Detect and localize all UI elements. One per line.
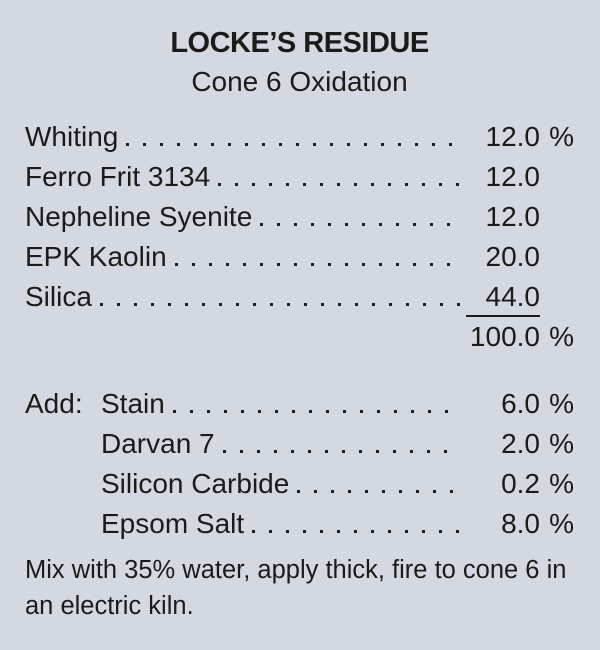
ingredient-value: 0.2 bbox=[501, 468, 540, 499]
total-row: 100.0 % bbox=[25, 317, 574, 357]
addition-row: Epsom Salt 8.0% bbox=[25, 504, 574, 544]
total-spacer bbox=[25, 317, 466, 357]
ingredient-row: Whiting 12.0% bbox=[25, 117, 574, 157]
ingredient-name: EPK Kaolin bbox=[25, 241, 167, 272]
ingredient-value: 2.0 bbox=[501, 428, 540, 459]
ingredient-unit: % bbox=[549, 121, 574, 152]
ingredient-value: 44.0 bbox=[466, 277, 540, 317]
ingredient-name: Silica bbox=[25, 281, 92, 312]
additions-list: Add: Stain 6.0% Darvan 7 2.0% Silicon Carbide… bbox=[25, 384, 574, 544]
ingredient-unit bbox=[540, 237, 574, 277]
ingredient-value: 20.0 bbox=[485, 241, 541, 272]
additions-prefix bbox=[25, 504, 101, 544]
dot-leader bbox=[172, 410, 460, 413]
ingredient-row: Nepheline Syenite 12.0 bbox=[25, 197, 574, 237]
ingredient-unit bbox=[540, 197, 574, 237]
ingredient-row: Silica 44.0 bbox=[25, 277, 574, 317]
ingredient-value: 6.0 bbox=[501, 388, 540, 419]
ingredient-list: Whiting 12.0% Ferro Frit 3134 12.0 Nepheline… bbox=[25, 117, 574, 317]
additions-prefix bbox=[25, 464, 101, 504]
ingredient-unit: % bbox=[549, 388, 574, 419]
ingredient-row: EPK Kaolin 20.0 bbox=[25, 237, 574, 277]
additions-prefix: Add: bbox=[25, 388, 83, 419]
ingredient-name: Stain bbox=[101, 388, 165, 419]
dot-leader bbox=[218, 183, 460, 186]
dot-leader bbox=[222, 450, 460, 453]
recipe-title: LOCKE’S RESIDUE bbox=[170, 27, 429, 59]
ingredient-name: Darvan 7 bbox=[101, 428, 215, 459]
ingredient-name: Whiting bbox=[25, 121, 119, 152]
recipe-subtitle: Cone 6 Oxidation bbox=[191, 66, 408, 97]
ingredient-unit: % bbox=[549, 468, 574, 499]
addition-row: Darvan 7 2.0% bbox=[25, 424, 574, 464]
dot-leader bbox=[260, 223, 460, 226]
ingredient-name: Silicon Carbide bbox=[101, 468, 290, 499]
ingredient-unit bbox=[540, 157, 574, 197]
ingredient-value: 12.0 bbox=[485, 161, 541, 192]
ingredient-name: Epsom Salt bbox=[101, 508, 245, 539]
dot-leader bbox=[99, 303, 460, 306]
ingredient-value: 8.0 bbox=[501, 508, 540, 539]
addition-row: Silicon Carbide 0.2% bbox=[25, 464, 574, 504]
dot-leader bbox=[126, 143, 460, 146]
addition-row: Add: Stain 6.0% bbox=[25, 384, 574, 424]
ingredient-value: 12.0 bbox=[485, 201, 541, 232]
dot-leader bbox=[252, 530, 460, 533]
mixing-note: Mix with 35% water, apply thick, fire to… bbox=[25, 556, 567, 620]
dot-leader bbox=[297, 490, 460, 493]
ingredient-value: 12.0 bbox=[485, 121, 541, 152]
ingredient-row: Ferro Frit 3134 12.0 bbox=[25, 157, 574, 197]
ingredient-unit: % bbox=[549, 508, 574, 539]
total-unit: % bbox=[549, 321, 574, 352]
total-value: 100.0 bbox=[469, 321, 540, 352]
additions-prefix bbox=[25, 424, 101, 464]
ingredient-unit bbox=[540, 277, 574, 317]
ingredient-name: Nepheline Syenite bbox=[25, 201, 253, 232]
ingredient-name: Ferro Frit 3134 bbox=[25, 161, 211, 192]
ingredient-unit: % bbox=[549, 428, 574, 459]
dot-leader bbox=[174, 263, 460, 266]
